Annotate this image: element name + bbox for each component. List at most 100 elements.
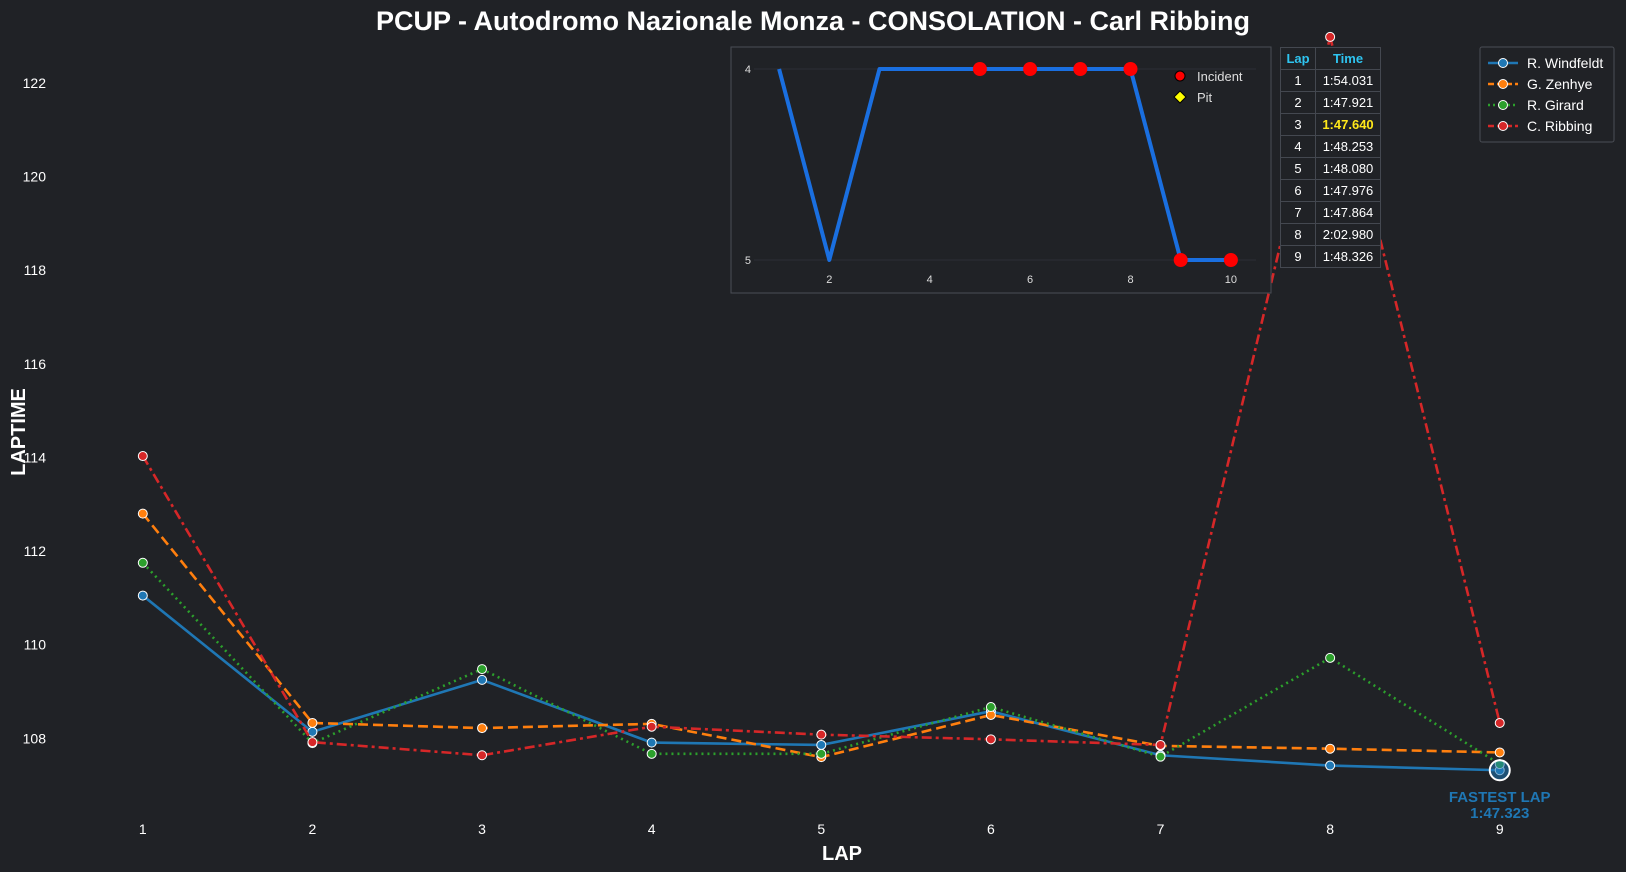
lap-time-cell: 1:47.921 bbox=[1315, 91, 1381, 114]
inset-y-tick: 4 bbox=[745, 64, 751, 76]
lap-number-cell: 4 bbox=[1280, 135, 1316, 158]
incident-legend-marker bbox=[1174, 70, 1186, 82]
data-point-r-girard bbox=[1155, 751, 1166, 762]
lap-table-row: 2 1:47.921 bbox=[1280, 91, 1381, 114]
lap-number-cell: 8 bbox=[1280, 223, 1316, 246]
legend-label-c-ribbing: C. Ribbing bbox=[1527, 118, 1592, 134]
legend-marker-c-ribbing bbox=[1498, 121, 1508, 131]
x-tick-label: 8 bbox=[1326, 821, 1334, 837]
y-tick-label: 112 bbox=[24, 543, 47, 559]
fastest-lap-marker bbox=[1488, 759, 1511, 782]
data-point-g-zenhye bbox=[1494, 747, 1505, 758]
x-axis-label: LAP bbox=[822, 843, 862, 865]
legend-marker-g-zenhye bbox=[1498, 79, 1508, 89]
incident-marker bbox=[1223, 253, 1238, 267]
x-tick-label: 4 bbox=[648, 821, 656, 837]
data-point-c-ribbing bbox=[1494, 717, 1505, 728]
lap-time-cell: 2:02.980 bbox=[1315, 223, 1381, 246]
legend-label-r-windfeldt: R. Windfeldt bbox=[1527, 55, 1603, 71]
x-tick-label: 1 bbox=[139, 821, 147, 837]
data-point-r-girard bbox=[646, 748, 657, 759]
data-point-c-ribbing bbox=[137, 451, 148, 462]
main-legend: R. Windfeldt G. Zenhye R. Girard C. Ribbing bbox=[1479, 46, 1615, 143]
legend-marker-r-windfeldt bbox=[1498, 58, 1508, 68]
fastest-lap-time: 1:47.323 bbox=[1470, 805, 1529, 822]
data-point-r-girard bbox=[816, 748, 827, 759]
y-tick-label: 118 bbox=[24, 262, 47, 278]
lap-number-cell: 5 bbox=[1280, 157, 1316, 180]
lap-table-row: 8 2:02.980 bbox=[1280, 223, 1381, 246]
lap-table-column-header: Time bbox=[1315, 47, 1381, 70]
x-tick-label: 9 bbox=[1496, 821, 1504, 837]
lap-time-cell: 1:47.976 bbox=[1315, 179, 1381, 202]
lap-table-row: 5 1:48.080 bbox=[1280, 157, 1381, 180]
incident-marker bbox=[1073, 62, 1088, 76]
lap-number-cell: 6 bbox=[1280, 179, 1316, 202]
pit-legend-marker bbox=[1173, 90, 1187, 104]
data-point-r-girard bbox=[985, 702, 996, 713]
y-tick-label: 110 bbox=[24, 637, 47, 653]
data-point-c-ribbing bbox=[307, 737, 318, 748]
lap-time-cell: 1:48.326 bbox=[1315, 245, 1381, 268]
data-point-g-zenhye bbox=[307, 717, 318, 728]
data-point-g-zenhye bbox=[137, 508, 148, 519]
legend-marker-r-girard bbox=[1498, 100, 1508, 110]
data-point-r-girard bbox=[1325, 652, 1336, 663]
x-tick-label: 6 bbox=[987, 821, 995, 837]
data-point-r-windfeldt bbox=[477, 674, 488, 685]
inset-x-tick: 4 bbox=[927, 274, 933, 286]
y-tick-label: 120 bbox=[23, 168, 47, 184]
inset-frame bbox=[730, 46, 1272, 294]
data-point-c-ribbing bbox=[646, 721, 657, 732]
x-tick-label: 5 bbox=[817, 821, 825, 837]
lap-table-row: 1 1:54.031 bbox=[1280, 69, 1381, 92]
data-point-c-ribbing bbox=[816, 729, 827, 740]
fastest-lap-label: FASTEST LAP bbox=[1449, 789, 1551, 806]
lap-number-cell: 1 bbox=[1280, 69, 1316, 92]
lap-table-body: 1 1:54.031 2 1:47.921 3 1:47.640 4 1:48.253 5 1:4… bbox=[1280, 69, 1381, 268]
lap-time-cell: 1:48.080 bbox=[1315, 157, 1381, 180]
inset-x-tick: 6 bbox=[1027, 274, 1033, 286]
x-tick-label: 3 bbox=[478, 821, 486, 837]
lap-table-row: 9 1:48.326 bbox=[1280, 245, 1381, 268]
fastest-lap-annotation: FASTEST LAP 1:47.323 bbox=[1449, 759, 1551, 822]
lap-table-header: Lap Time bbox=[1280, 47, 1381, 70]
data-point-r-windfeldt bbox=[816, 739, 827, 750]
chart-title: PCUP - Autodromo Nazionale Monza - CONSO… bbox=[376, 6, 1250, 36]
y-axis-label: LAPTIME bbox=[8, 388, 30, 476]
legend-label-g-zenhye: G. Zenhye bbox=[1527, 76, 1593, 92]
incident-marker bbox=[1023, 62, 1038, 76]
data-point-r-girard bbox=[137, 557, 148, 568]
inset-legend-label: Incident bbox=[1197, 69, 1243, 84]
incident-marker bbox=[972, 62, 987, 76]
lap-table-row: 3 1:47.640 bbox=[1280, 113, 1381, 136]
data-point-r-windfeldt bbox=[1325, 760, 1336, 771]
data-point-c-ribbing bbox=[1325, 31, 1336, 42]
lap-table-column-header: Lap bbox=[1280, 47, 1316, 70]
data-point-g-zenhye bbox=[1325, 743, 1336, 754]
inset-legend: Incident Pit bbox=[1173, 69, 1243, 105]
data-point-c-ribbing bbox=[1155, 739, 1166, 750]
incident-marker bbox=[1123, 62, 1138, 76]
incident-marker bbox=[1173, 253, 1188, 267]
lap-number-cell: 7 bbox=[1280, 201, 1316, 224]
data-point-c-ribbing bbox=[985, 734, 996, 745]
lap-number-cell: 9 bbox=[1280, 245, 1316, 268]
position-line bbox=[777, 67, 1231, 262]
lap-time-cell: 1:47.640 bbox=[1315, 113, 1381, 136]
lap-table-row: 7 1:47.864 bbox=[1280, 201, 1381, 224]
lap-number-cell: 3 bbox=[1280, 113, 1316, 136]
inset-y-tick: 5 bbox=[745, 255, 751, 267]
lap-time-cell: 1:48.253 bbox=[1315, 135, 1381, 158]
data-point-r-girard bbox=[477, 664, 488, 675]
data-point-r-windfeldt bbox=[137, 590, 148, 601]
y-tick-label: 114 bbox=[24, 449, 47, 465]
lap-table-row: 6 1:47.976 bbox=[1280, 179, 1381, 202]
main-series-group bbox=[137, 31, 1505, 776]
position-inset-chart: 4 5 2 4 6 8 10 Incident Pit bbox=[730, 46, 1272, 294]
legend-box bbox=[1479, 46, 1615, 143]
x-tick-label: 7 bbox=[1157, 821, 1165, 837]
lap-number-cell: 2 bbox=[1280, 91, 1316, 114]
